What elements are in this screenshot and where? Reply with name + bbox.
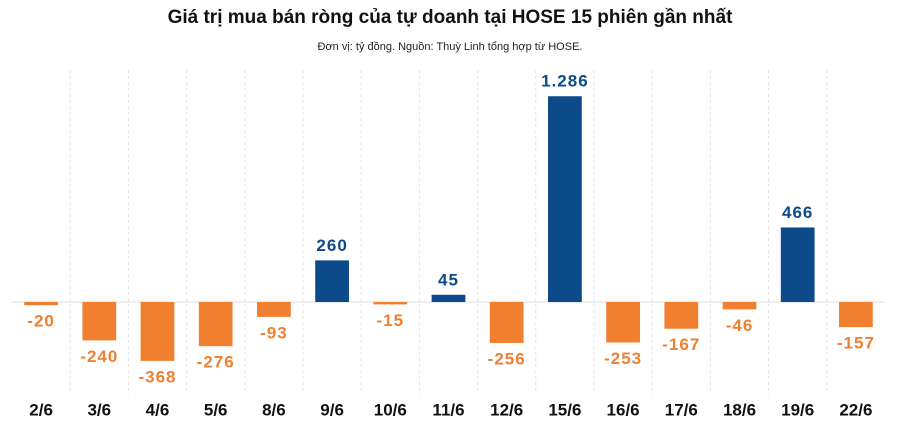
x-tick-label: 9/6 (320, 400, 344, 419)
bar (839, 302, 873, 328)
value-label: 260 (316, 236, 347, 255)
bar (431, 294, 466, 302)
value-label: -93 (260, 323, 288, 342)
bar (489, 302, 524, 343)
x-tick-label: 19/6 (781, 400, 814, 419)
x-tick-label: 2/6 (29, 400, 53, 419)
x-tick-label: 10/6 (374, 400, 407, 419)
bar (722, 302, 757, 310)
value-label: -253 (604, 349, 642, 368)
bar (82, 302, 117, 341)
bar (606, 302, 640, 343)
bar (373, 302, 408, 305)
x-tick-label: 5/6 (204, 400, 228, 419)
value-label: -240 (80, 347, 118, 366)
bar (548, 96, 582, 303)
value-label: -256 (488, 349, 526, 368)
bar (198, 302, 233, 347)
bar (664, 302, 699, 329)
value-label: 45 (438, 270, 459, 289)
value-label: 1.286 (541, 72, 589, 91)
bar (24, 302, 58, 306)
value-label: -20 (27, 312, 55, 331)
x-tick-label: 11/6 (432, 400, 464, 419)
x-tick-label: 4/6 (146, 400, 170, 419)
chart-title: Giá trị mua bán ròng của tự doanh tại HO… (168, 7, 733, 28)
x-tick-label: 22/6 (839, 400, 872, 419)
value-label: -276 (197, 353, 235, 372)
bar (780, 227, 815, 302)
x-tick-label: 12/6 (490, 400, 523, 419)
bar (140, 302, 175, 361)
x-tick-label: 3/6 (87, 400, 111, 419)
value-label: 466 (782, 203, 813, 222)
value-label: -167 (662, 335, 700, 354)
value-label: -46 (726, 316, 754, 335)
value-label: -15 (377, 311, 405, 330)
x-tick-label: 8/6 (262, 400, 286, 419)
x-tick-label: 17/6 (665, 400, 698, 419)
bar (315, 260, 349, 302)
value-label: -157 (837, 334, 875, 353)
x-tick-label: 18/6 (723, 400, 756, 419)
x-tick-label: 15/6 (548, 400, 581, 419)
x-tick-label: 16/6 (607, 400, 640, 419)
bar (257, 302, 291, 317)
value-label: -368 (138, 367, 176, 386)
chart-subtitle: Đơn vị: tỷ đồng. Nguồn: Thuỳ Linh tổng h… (318, 41, 583, 53)
